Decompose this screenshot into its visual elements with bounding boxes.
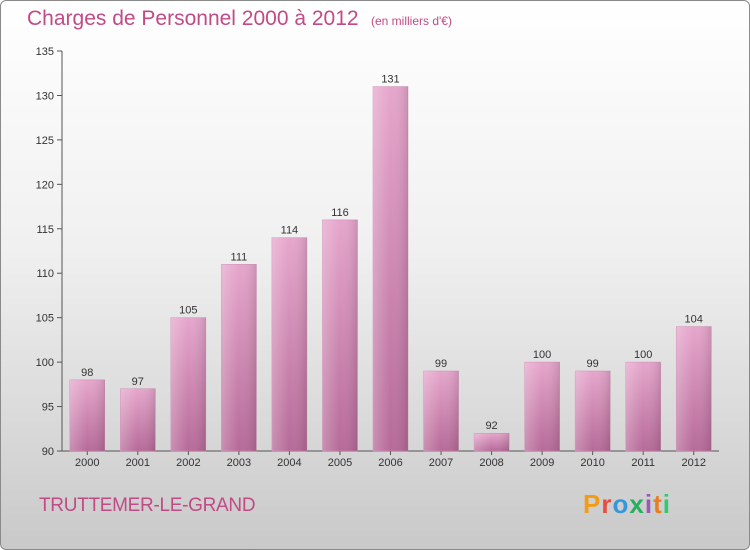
bar-shade-2012 [676, 326, 712, 451]
x-tick-label-2004: 2004 [277, 457, 301, 469]
logo-letter: t [653, 489, 663, 519]
bar-shade-2003 [221, 264, 257, 451]
logo-letter: r [601, 489, 613, 519]
value-label-2002: 105 [179, 305, 197, 317]
value-label-2009: 100 [533, 349, 551, 361]
bar-shade-2006 [373, 86, 408, 452]
logo-letter: i [644, 489, 654, 519]
x-tick-label-2010: 2010 [580, 457, 604, 469]
bar-shade-2007 [423, 371, 459, 451]
value-label-2012: 104 [685, 314, 703, 326]
value-label-2004: 114 [281, 225, 299, 237]
bar-shade-2005 [322, 219, 358, 451]
bar-shade-2000 [69, 379, 105, 451]
x-tick-label-2011: 2011 [631, 457, 655, 469]
proxiti-logo[interactable]: Proxiti [583, 489, 671, 520]
bar-shade-2009 [524, 362, 560, 451]
y-tick-label: 95 [42, 402, 54, 414]
logo-letter: i [662, 489, 671, 519]
bar-shade-2010 [575, 371, 611, 451]
y-tick-label: 125 [36, 135, 54, 147]
bar-shade-2008 [474, 433, 510, 451]
value-label-2000: 98 [81, 367, 93, 379]
y-tick-label: 135 [36, 46, 54, 58]
logo-letter: P [583, 489, 602, 519]
value-label-2007: 99 [435, 358, 447, 370]
value-label-2005: 116 [331, 207, 349, 219]
value-label-2011: 100 [634, 349, 652, 361]
x-tick-label-2003: 2003 [227, 457, 251, 469]
value-label-2006: 131 [381, 74, 399, 86]
y-tick-label: 120 [36, 179, 54, 191]
y-tick-label: 105 [36, 313, 54, 325]
x-tick-label-2000: 2000 [75, 457, 99, 469]
logo-letter: o [612, 489, 630, 519]
x-tick-label-2009: 2009 [530, 457, 554, 469]
value-label-2001: 97 [132, 376, 144, 388]
bar-shade-2001 [120, 388, 156, 451]
y-tick-label: 90 [42, 446, 54, 458]
x-tick-label-2008: 2008 [479, 457, 503, 469]
bar-shade-2004 [271, 237, 307, 451]
chart-bars: 98 97 105 111 114 116 131 99 92 100 99 100 104 [69, 74, 712, 452]
x-tick-label-2002: 2002 [176, 457, 200, 469]
y-tick-label: 130 [36, 90, 54, 102]
x-tick-label-2006: 2006 [378, 457, 402, 469]
x-tick-label-2005: 2005 [328, 457, 352, 469]
value-label-2003: 111 [231, 251, 248, 263]
y-tick-label: 115 [36, 224, 54, 236]
x-tick-label-2007: 2007 [429, 457, 453, 469]
value-label-2008: 92 [485, 420, 497, 432]
commune-name: TRUTTEMER-LE-GRAND [39, 495, 256, 516]
bar-shade-2002 [170, 317, 206, 451]
chart-title: Charges de Personnel 2000 à 2012 [27, 7, 359, 30]
bar-shade-2011 [625, 362, 661, 451]
value-label-2010: 99 [587, 358, 599, 370]
y-tick-label: 100 [36, 357, 54, 369]
x-tick-label-2001: 2001 [126, 457, 150, 469]
chart-subtitle: (en milliers d'€) [371, 14, 452, 28]
logo-letter: x [629, 489, 645, 519]
y-tick-label: 110 [36, 268, 54, 280]
x-tick-label-2012: 2012 [681, 457, 705, 469]
